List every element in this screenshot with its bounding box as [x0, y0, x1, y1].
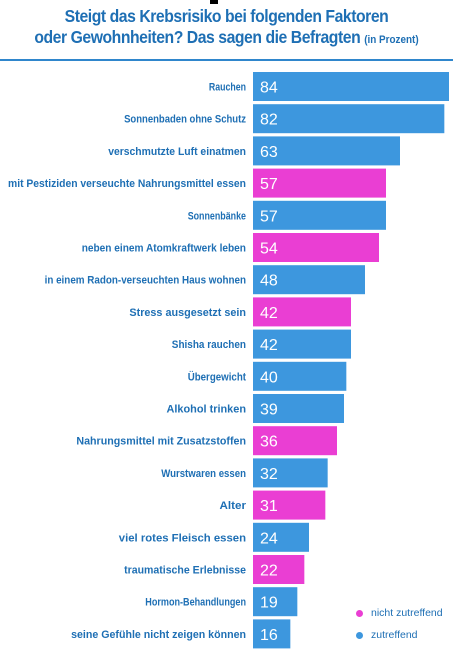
- bar-value-label: 42: [260, 305, 278, 322]
- category-label: in einem Radon-verseuchten Haus wohnen: [45, 275, 247, 287]
- legend-label-nicht-zutreffend: nicht zutreffend: [371, 607, 443, 619]
- legend-item-zutreffend: zutreffend: [356, 624, 443, 646]
- bar: [253, 361, 347, 391]
- category-label: Übergewicht: [188, 370, 247, 383]
- bar: [253, 522, 309, 552]
- bar-value-label: 16: [260, 627, 278, 644]
- category-label: Shisha rauchen: [172, 339, 246, 351]
- category-label: Alkohol trinken: [167, 404, 247, 416]
- category-label: verschmutzte Luft einatmen: [108, 146, 246, 158]
- bar: [253, 329, 351, 359]
- bar: [253, 72, 449, 101]
- bar-value-label: 57: [260, 176, 278, 193]
- bar-value-label: 39: [260, 402, 278, 419]
- legend-label-zutreffend: zutreffend: [371, 629, 418, 641]
- bar: [253, 426, 337, 456]
- bar-value-label: 32: [260, 466, 278, 483]
- bar: [253, 619, 291, 649]
- bar-value-label: 42: [260, 337, 278, 354]
- bar: [253, 136, 400, 166]
- bar: [253, 394, 344, 423]
- bar: [253, 168, 386, 198]
- category-label: Hormon-Behandlungen: [145, 597, 246, 609]
- bar-value-label: 24: [260, 530, 278, 547]
- chart-title-line1: Steigt das Krebsrisiko bei folgenden Fak…: [64, 6, 389, 26]
- bar-value-label: 82: [260, 112, 278, 129]
- title-divider: [0, 59, 453, 61]
- legend-dot-nicht-zutreffend: [356, 609, 363, 617]
- bar-value-label: 36: [260, 434, 278, 451]
- top-edge-mark: [210, 0, 218, 4]
- bar-value-label: 84: [260, 80, 278, 97]
- bar: [253, 265, 365, 295]
- bar: [253, 104, 445, 134]
- legend: nicht zutreffend zutreffend: [356, 602, 443, 646]
- category-label: Wurstwaren essen: [161, 468, 246, 480]
- bar: [253, 200, 386, 230]
- category-label: seine Gefühle nicht zeigen können: [71, 629, 246, 641]
- bar: [253, 458, 328, 488]
- bar-value-label: 48: [260, 273, 278, 290]
- chart-title-unit: (in Prozent): [364, 34, 419, 46]
- category-label: Sonnenbänke: [188, 210, 246, 222]
- category-label: traumatische Erlebnisse: [124, 565, 246, 577]
- bar: [253, 233, 379, 262]
- category-label: neben einem Atomkraftwerk leben: [82, 243, 247, 255]
- bar: [253, 587, 298, 617]
- bar-value-label: 22: [260, 563, 278, 580]
- category-label: viel rotes Fleisch essen: [119, 532, 246, 544]
- bar: [253, 490, 326, 520]
- chart-title-line2-text: oder Gewohnheiten? Das sagen die Befragt…: [34, 27, 361, 47]
- category-label: mit Pestiziden verseuchte Nahrungsmittel…: [8, 178, 246, 190]
- bar-value-label: 57: [260, 208, 278, 225]
- chart-title: Steigt das Krebsrisiko bei folgenden Fak…: [23, 6, 431, 51]
- chart-title-line2: oder Gewohnheiten? Das sagen die Befragt…: [23, 27, 431, 51]
- bar: [253, 297, 351, 327]
- bar-value-label: 63: [260, 144, 278, 161]
- legend-dot-zutreffend: [356, 631, 363, 639]
- legend-item-nicht-zutreffend: nicht zutreffend: [356, 602, 443, 624]
- category-label: Stress ausgesetzt sein: [129, 307, 246, 319]
- bar-value-label: 19: [260, 595, 278, 612]
- bar: [253, 555, 305, 584]
- bar-value-label: 54: [260, 241, 278, 258]
- bar-value-label: 31: [260, 498, 278, 515]
- category-label: Sonnenbaden ohne Schutz: [124, 114, 246, 126]
- bar-value-label: 40: [260, 369, 278, 386]
- category-label: Nahrungsmittel mit Zusatzstoffen: [76, 436, 246, 448]
- category-label: Alter: [220, 500, 247, 512]
- category-label: Rauchen: [209, 82, 246, 94]
